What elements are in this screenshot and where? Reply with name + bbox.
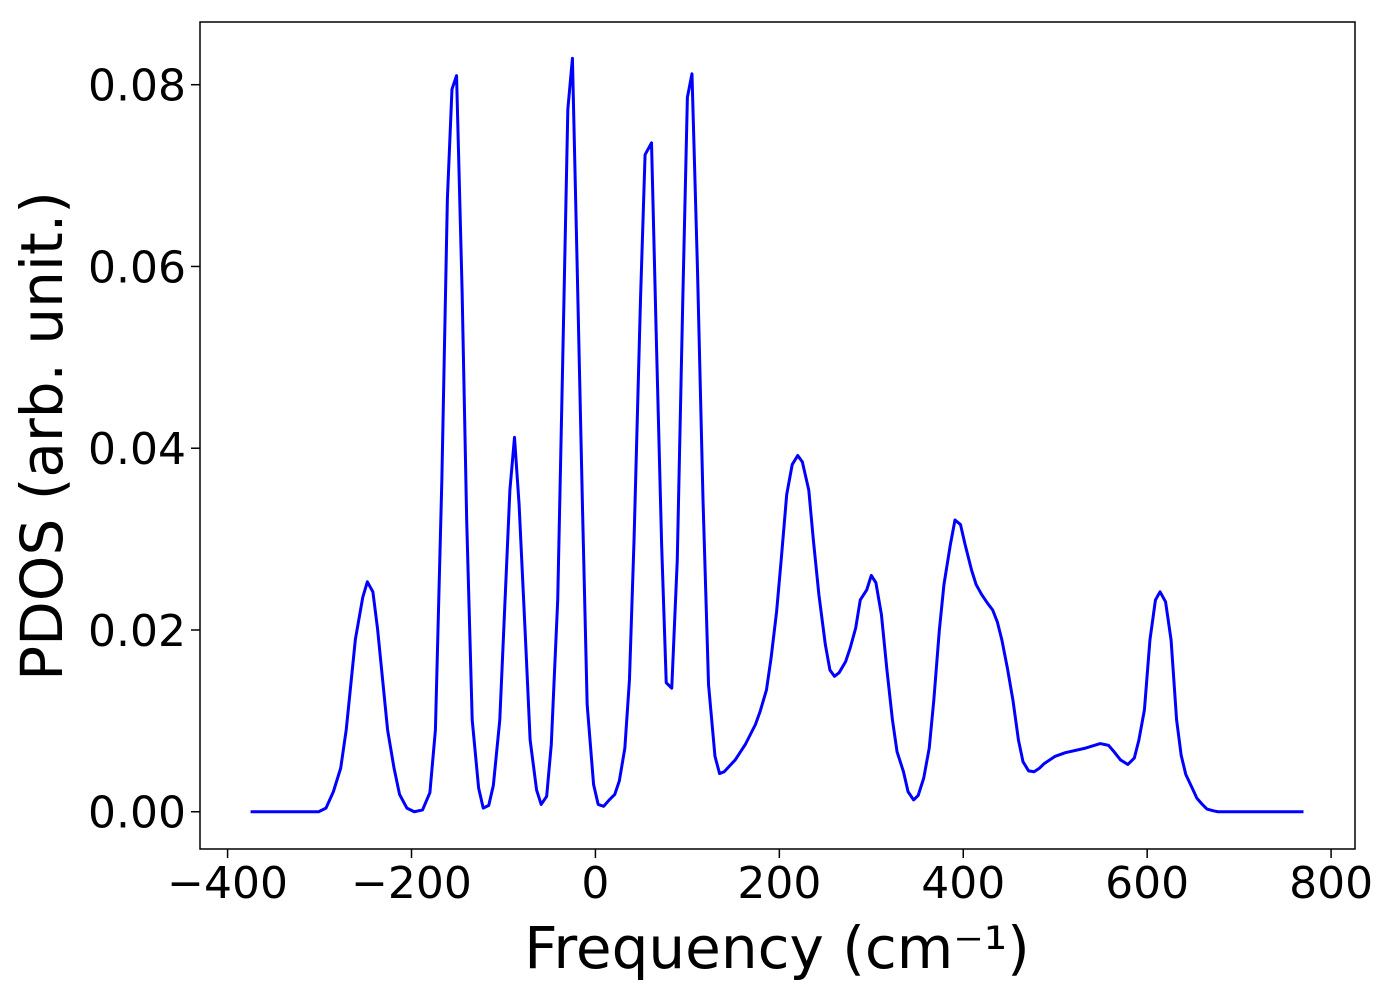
x-tick-label: −200 [351,858,472,909]
y-tick-label: 0.06 [88,242,186,293]
plot-frame [199,21,1356,850]
x-tick-label: 800 [1289,858,1373,909]
y-tick-label: 0.00 [88,788,186,839]
y-axis-label: PDOS (arb. unit.) [8,191,76,681]
data-line [250,56,1304,814]
x-tick-label: 400 [921,858,1005,909]
y-tick-label: 0.02 [88,606,186,657]
x-tick-label: 200 [737,858,821,909]
x-axis-label: Frequency (cm⁻¹) [524,914,1030,982]
x-tick-label: 600 [1105,858,1189,909]
y-tick-label: 0.04 [88,424,186,475]
x-tick-label: −400 [167,858,288,909]
y-tick-label: 0.08 [88,61,186,112]
x-tick-label: 0 [581,858,609,909]
